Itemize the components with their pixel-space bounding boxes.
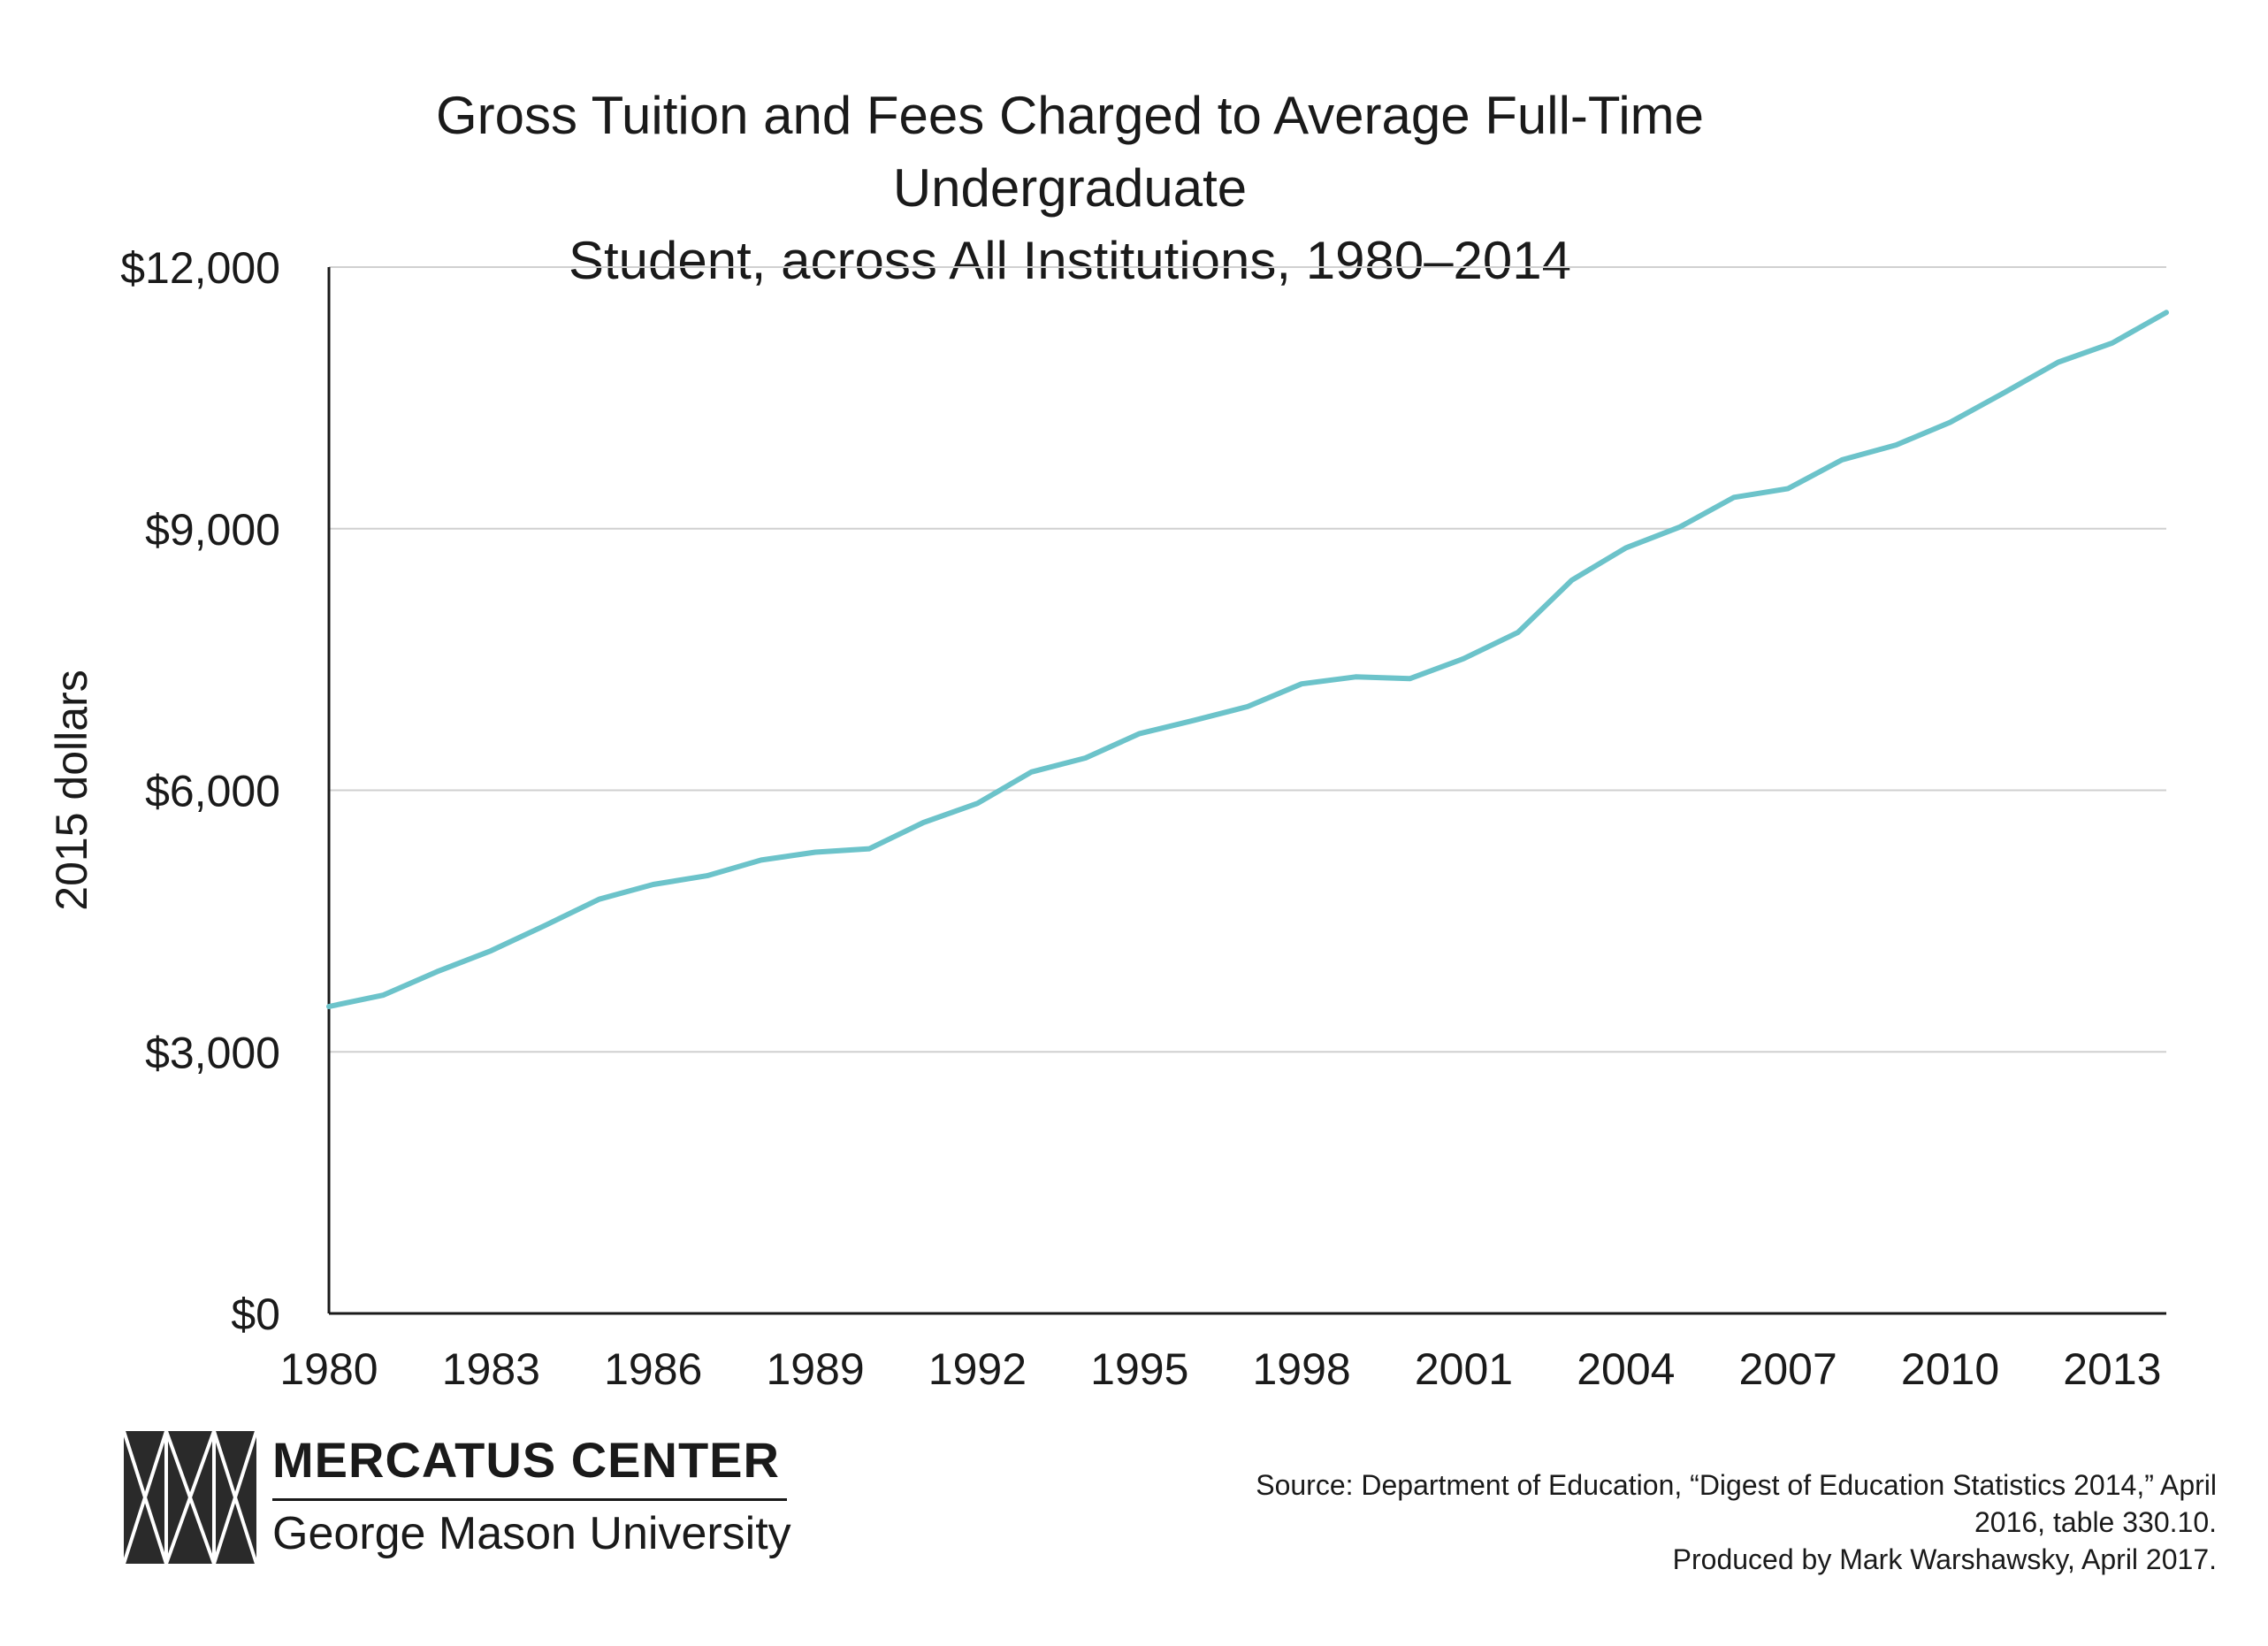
source-line-2: 2016, table 330.10. bbox=[1974, 1506, 2217, 1538]
x-tick-label: 1995 bbox=[1090, 1344, 1188, 1394]
grid-lines bbox=[329, 266, 2166, 1053]
chart-title-line-2: Student, across All Institutions, 1980–2… bbox=[568, 231, 1572, 290]
x-tick-label: 2013 bbox=[2063, 1344, 2161, 1394]
series-line-tuition bbox=[326, 310, 2169, 1009]
x-tick-label: 1998 bbox=[1253, 1344, 1351, 1394]
x-tick-label: 1989 bbox=[766, 1344, 864, 1394]
mercatus-logo: MERCATUS CENTER George Mason University bbox=[124, 1431, 796, 1564]
mercatus-logo-icon bbox=[124, 1431, 256, 1564]
x-tick-label: 1980 bbox=[279, 1344, 378, 1394]
chart-title: Gross Tuition and Fees Charged to Averag… bbox=[327, 80, 1813, 297]
y-tick-label: $9,000 bbox=[145, 505, 280, 555]
y-tick-label: $12,000 bbox=[120, 243, 280, 293]
logo-divider bbox=[272, 1498, 787, 1501]
y-tick-label: $3,000 bbox=[145, 1028, 280, 1077]
y-tick-label: $0 bbox=[231, 1290, 280, 1339]
y-axis-title: 2015 dollars bbox=[47, 670, 96, 910]
y-tick-labels: $0 $3,000 $6,000 $9,000 $12,000 bbox=[120, 243, 280, 1339]
logo-university-name: George Mason University bbox=[272, 1508, 791, 1559]
y-tick-label: $6,000 bbox=[145, 767, 280, 816]
source-note: Source: Department of Education, “Digest… bbox=[1067, 1466, 2217, 1578]
chart-title-line-1: Gross Tuition and Fees Charged to Averag… bbox=[435, 86, 1705, 218]
x-tick-label: 1983 bbox=[442, 1344, 540, 1394]
x-tick-label: 2004 bbox=[1577, 1344, 1675, 1394]
x-tick-label: 2001 bbox=[1415, 1344, 1513, 1394]
x-tick-label: 1992 bbox=[928, 1344, 1027, 1394]
x-tick-label: 2010 bbox=[1901, 1344, 1999, 1394]
source-line-3: Produced by Mark Warshawsky, April 2017. bbox=[1672, 1543, 2217, 1575]
x-tick-label: 1986 bbox=[604, 1344, 702, 1394]
x-tick-label: 2007 bbox=[1739, 1344, 1837, 1394]
x-tick-labels: 1980 1983 1986 1989 1992 1995 1998 2001 2004 2007… bbox=[279, 1344, 2161, 1394]
source-line-1: Source: Department of Education, “Digest… bbox=[1256, 1469, 2217, 1501]
logo-org-name: MERCATUS CENTER bbox=[272, 1432, 780, 1488]
